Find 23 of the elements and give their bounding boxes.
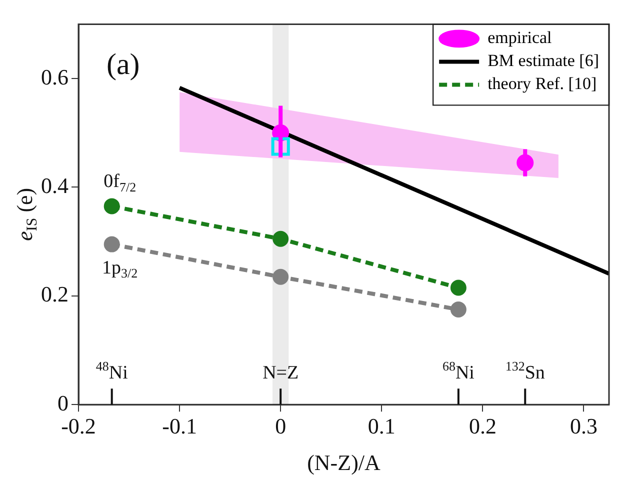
x-axis-title: (N-Z)/A [307, 450, 381, 475]
x-tick-label: 0.3 [570, 414, 598, 439]
annotation: (a) [106, 48, 140, 82]
x-tick-label: 0.1 [368, 414, 396, 439]
point [272, 230, 289, 247]
band-label: N=Z [262, 362, 299, 384]
legend-label: BM estimate [6] [488, 51, 599, 70]
legend-label: empirical [488, 28, 552, 48]
x-tick-label: -0.1 [162, 414, 197, 439]
x-tick-label: -0.2 [61, 414, 96, 439]
y-tick-label: 0 [58, 390, 68, 416]
y-tick-label: 0.6 [41, 64, 68, 90]
legend-label: theory Ref. [10] [488, 74, 597, 94]
y-tick-label: 0.2 [41, 282, 68, 307]
point [450, 302, 466, 318]
x-tick-label: 0 [275, 414, 286, 439]
point [104, 236, 120, 252]
y-axis-title: eIS (e) [12, 188, 41, 241]
point [104, 198, 120, 214]
point [272, 268, 289, 285]
point [450, 280, 466, 296]
y-tick-label: 0.4 [41, 173, 68, 198]
x-tick-label: 0.2 [468, 414, 496, 439]
